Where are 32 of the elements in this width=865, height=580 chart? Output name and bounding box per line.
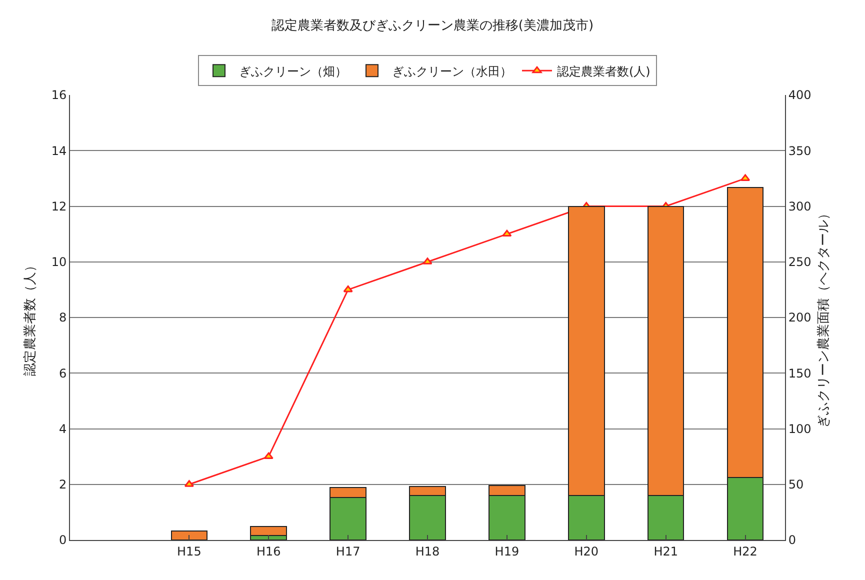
y-tick-label: 16: [51, 88, 67, 102]
legend-label: ぎふクリーン（水田）: [392, 64, 512, 78]
y-tick-label: 2: [58, 478, 67, 492]
y2-tick-label: 200: [788, 310, 812, 325]
x-tick-label: H20: [574, 544, 599, 558]
x-tick-label: H15: [177, 544, 202, 558]
x-tick-label: H21: [654, 544, 678, 558]
y2-tick-label: 400: [788, 88, 812, 102]
y2-tick-label: 350: [788, 144, 812, 158]
y2-tick-label: 0: [788, 533, 796, 548]
y-tick-label: 4: [58, 422, 67, 436]
y2-tick-label: 50: [788, 478, 804, 492]
y-tick-label: 12: [51, 199, 67, 214]
x-tick-label: H19: [494, 544, 520, 558]
y2-tick-label: 100: [788, 422, 812, 436]
y2-tick-label: 250: [788, 255, 812, 270]
x-tick-label: H18: [415, 544, 440, 558]
y-tick-label: 6: [58, 366, 67, 380]
y2-tick-label: 150: [788, 366, 812, 380]
y-tick-label: 8: [58, 310, 67, 325]
legend-label: ぎふクリーン（畑）: [239, 64, 347, 78]
y-tick-label: 10: [51, 255, 67, 270]
y-axis-title: 認定農業者数（人）: [23, 259, 38, 376]
x-tick-label: H22: [733, 544, 758, 558]
x-tick-label: H17: [336, 544, 360, 558]
x-tick-label: H16: [256, 544, 281, 558]
y-tick-label: 0: [58, 533, 67, 548]
y-tick-label: 14: [51, 144, 67, 158]
legend-label: 認定農業者数(人): [557, 64, 650, 78]
y2-axis-title: ぎふクリーン農業面積（ヘクタール）: [816, 207, 832, 428]
chart-title: 認定農業者数及びぎふクリーン農業の推移(美濃加茂市): [271, 17, 594, 34]
y2-tick-label: 300: [788, 199, 812, 214]
